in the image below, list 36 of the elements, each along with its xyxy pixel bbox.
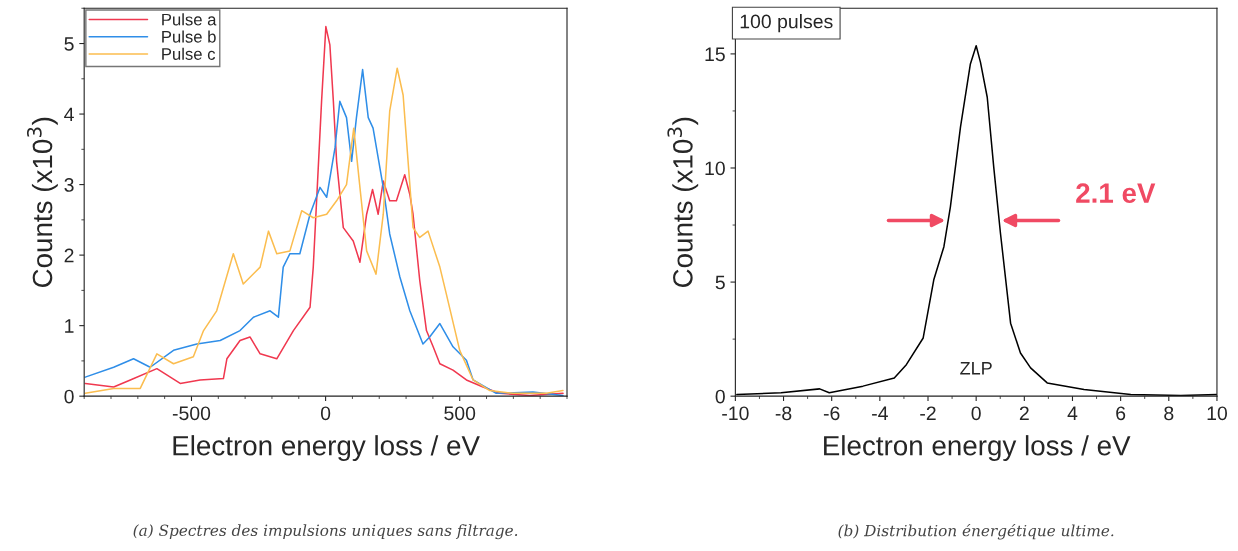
legend-label: Pulse c xyxy=(162,47,216,60)
legend-label: Pulse b xyxy=(162,30,216,43)
x-tick-label: 8 xyxy=(1164,406,1174,421)
x-tick-label: -2 xyxy=(920,406,936,420)
y-tick-label: 3 xyxy=(64,178,74,192)
x-tick-label: 0 xyxy=(320,406,331,421)
x-axis-title: Electron energy loss / eV xyxy=(173,435,480,462)
y-tick-label: 15 xyxy=(705,47,725,62)
y-tick-label: 5 xyxy=(715,275,725,290)
x-tick-label: 2 xyxy=(1019,406,1029,420)
y-axis-title: Counts (x10$^{3}$) xyxy=(667,117,699,288)
annotation: ZLP xyxy=(960,362,992,375)
x-tick-label: -6 xyxy=(823,406,840,421)
legend-label: Pulse a xyxy=(162,13,217,26)
y-tick-label: 10 xyxy=(705,161,725,176)
x-tick-label: -10 xyxy=(722,406,749,421)
x-tick-label: -8 xyxy=(775,406,792,421)
y-tick-label: 0 xyxy=(715,389,725,404)
x-tick-label: -4 xyxy=(872,406,888,420)
x-tick-label: 6 xyxy=(1116,406,1126,421)
y-tick-label: 0 xyxy=(64,389,74,404)
y-axis-title: Counts (x10$^{3}$) xyxy=(26,117,58,288)
y-tick-label: 2 xyxy=(64,248,74,263)
x-tick-label: -500 xyxy=(172,406,211,421)
text: (b) Distribution énergétique ultime. xyxy=(838,523,1114,540)
annotation: 2.1 eV xyxy=(1076,183,1156,203)
x-tick-label: 10 xyxy=(1207,406,1228,421)
annotation: 100 pulses xyxy=(740,14,833,33)
y-tick-label: 5 xyxy=(64,37,74,51)
x-tick-label: 0 xyxy=(971,406,981,421)
y-tick-label: 4 xyxy=(64,107,74,122)
text: (a) Spectres des impulsions uniques sans filtrage. xyxy=(133,524,518,540)
x-tick-label: 500 xyxy=(444,406,476,421)
x-tick-label: 4 xyxy=(1067,406,1078,420)
x-axis-title: Electron energy loss / eV xyxy=(824,435,1131,462)
y-tick-label: 1 xyxy=(65,319,74,333)
